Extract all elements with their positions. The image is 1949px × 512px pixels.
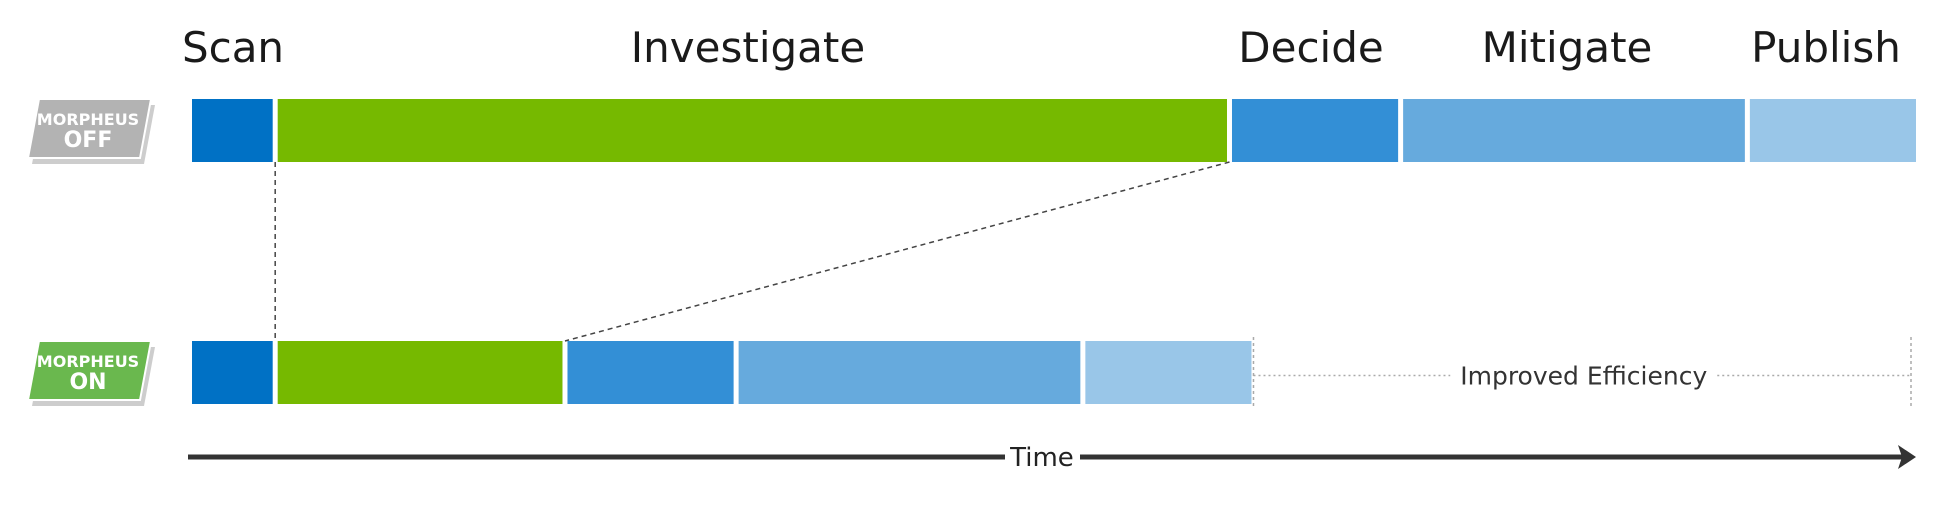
- badge-morpheus-off: MORPHEUS OFF: [26, 98, 155, 164]
- bar-on-investigate: [277, 341, 563, 404]
- improved-efficiency-label: Improved Efficiency: [1460, 362, 1707, 391]
- time-axis-label: Time: [1009, 443, 1074, 473]
- badge-on-top: MORPHEUS: [37, 352, 139, 371]
- bar-on-publish: [1085, 341, 1252, 404]
- badge-off-shape: [26, 98, 153, 159]
- badge-off-top: MORPHEUS: [37, 110, 139, 129]
- phase-headings: Scan Investigate Decide Mitigate Publish: [182, 23, 1901, 72]
- time-axis: Time: [188, 443, 1916, 473]
- badge-off-bottom: OFF: [64, 128, 113, 153]
- heading-decide: Decide: [1238, 23, 1383, 72]
- bar-off-investigate: [277, 99, 1227, 162]
- heading-mitigate: Mitigate: [1482, 23, 1653, 72]
- timeline-off-bars: [192, 99, 1916, 162]
- guide-investigate-end: [564, 161, 1230, 342]
- bar-on-scan: [192, 341, 273, 404]
- connector-guides: [274, 161, 1230, 342]
- bar-off-mitigate: [1403, 99, 1745, 162]
- bar-off-scan: [192, 99, 273, 162]
- heading-investigate: Investigate: [631, 23, 865, 72]
- heading-scan: Scan: [182, 23, 284, 72]
- heading-publish: Publish: [1751, 23, 1901, 72]
- badge-on-bottom: ON: [69, 370, 106, 395]
- bar-off-publish: [1749, 99, 1916, 162]
- timeline-on-bars: [192, 341, 1252, 404]
- badge-morpheus-on: MORPHEUS ON: [26, 340, 155, 406]
- improved-efficiency-region: Improved Efficiency: [1252, 337, 1912, 408]
- bar-on-mitigate: [738, 341, 1081, 404]
- badge-on-shape: [26, 340, 153, 401]
- bar-off-decide: [1231, 99, 1399, 162]
- time-axis-arrowhead: [1898, 445, 1916, 469]
- bar-on-decide: [567, 341, 734, 404]
